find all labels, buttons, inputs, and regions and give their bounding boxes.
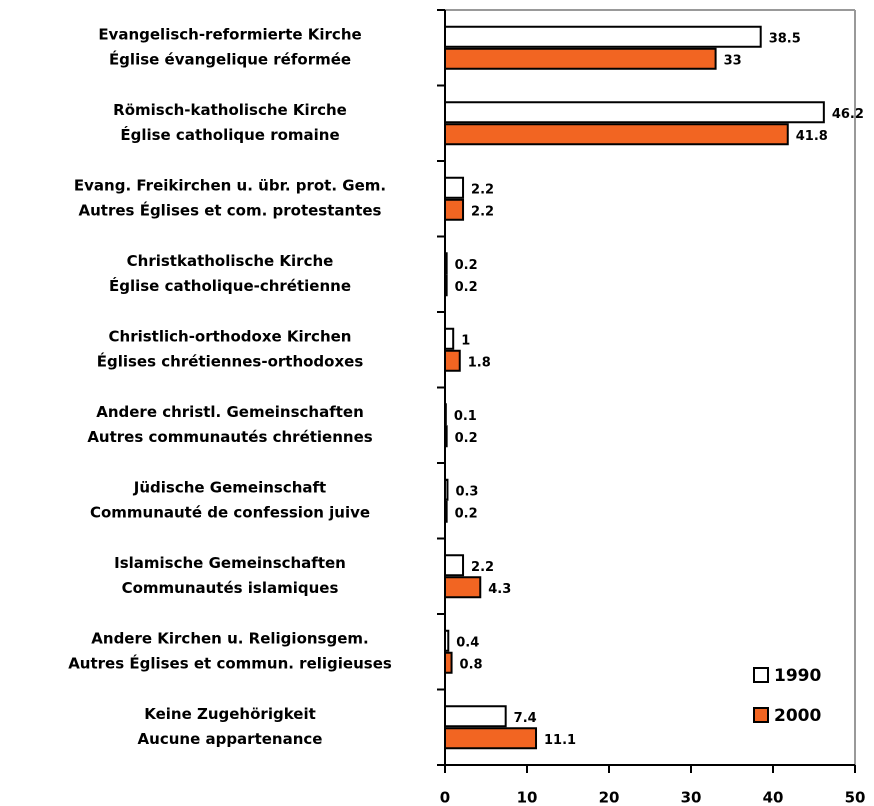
x-tick-label: 20	[599, 789, 620, 806]
category-label-fr: Autres Églises et com. protestantes	[79, 200, 382, 219]
bar	[444, 651, 453, 674]
category-label-de: Jüdische Gemeinschaft	[133, 478, 326, 496]
category-label-de: Christlich-orthodoxe Kirchen	[109, 327, 352, 345]
category-label-fr: Autres communautés chrétiennes	[87, 428, 372, 446]
bar	[444, 554, 465, 577]
value-label: 46.2	[832, 107, 864, 122]
bar	[444, 478, 449, 501]
bar	[444, 727, 538, 750]
bar	[444, 629, 450, 652]
category-label-de: Keine Zugehörigkeit	[144, 705, 316, 723]
value-label: 7.4	[514, 711, 537, 726]
value-label: 0.4	[456, 635, 479, 650]
value-label: 41.8	[796, 129, 828, 144]
value-label: 1	[461, 333, 470, 348]
category-label-fr: Autres Églises et commun. religieuses	[68, 653, 392, 672]
x-tick-label: 0	[440, 789, 450, 806]
value-label: 0.2	[455, 431, 478, 446]
value-label: 1.8	[468, 355, 491, 370]
category-label-fr: Église catholique romaine	[120, 125, 339, 144]
category-label-de: Evang. Freikirchen u. übr. prot. Gem.	[74, 176, 386, 194]
value-label: 2.2	[471, 182, 494, 197]
bar	[444, 47, 717, 70]
bar	[444, 403, 447, 426]
legend-label: 1990	[774, 666, 821, 686]
value-label: 0.3	[455, 484, 478, 499]
value-label: 0.1	[454, 409, 477, 424]
bar	[444, 576, 482, 599]
value-label: 2.2	[471, 204, 494, 219]
x-tick-label: 50	[845, 789, 866, 806]
bar	[444, 123, 789, 146]
category-label-de: Römisch-katholische Kirche	[113, 101, 347, 119]
x-tick-label: 40	[763, 789, 784, 806]
category-label-fr: Église évangelique réformée	[109, 49, 351, 68]
category-label-de: Islamische Gemeinschaften	[114, 554, 346, 572]
bar	[444, 500, 448, 523]
value-label: 4.3	[488, 582, 511, 597]
category-label-fr: Églises chrétiennes-orthodoxes	[97, 351, 364, 370]
legend-swatch	[753, 667, 769, 683]
value-label: 0.2	[455, 280, 478, 295]
bar	[444, 252, 448, 275]
legend-label: 2000	[774, 706, 821, 726]
bar	[444, 198, 465, 221]
category-label-de: Andere Kirchen u. Religionsgem.	[91, 629, 368, 647]
bar	[444, 176, 465, 199]
category-label-de: Evangelisch-reformierte Kirche	[98, 25, 361, 43]
x-tick-label: 30	[681, 789, 702, 806]
bar	[444, 425, 448, 448]
bar	[444, 349, 461, 372]
value-label: 2.2	[471, 560, 494, 575]
legend-swatch	[753, 707, 769, 723]
value-label: 33	[724, 53, 742, 68]
value-label: 0.8	[460, 657, 483, 672]
category-label-fr: Communauté de confession juive	[90, 503, 370, 521]
value-label: 0.2	[455, 258, 478, 273]
category-label-fr: Communautés islamiques	[122, 579, 339, 597]
bar	[444, 101, 825, 124]
bar	[444, 25, 762, 48]
x-tick-label: 10	[517, 789, 538, 806]
category-label-fr: Église catholique-chrétienne	[109, 276, 351, 295]
bar	[444, 327, 455, 350]
value-label: 0.2	[455, 506, 478, 521]
value-label: 38.5	[769, 31, 801, 46]
category-label-de: Christkatholische Kirche	[127, 252, 334, 270]
value-label: 11.1	[544, 733, 576, 748]
category-label-de: Andere christl. Gemeinschaften	[96, 403, 364, 421]
category-label-fr: Aucune appartenance	[138, 730, 323, 748]
bar	[444, 705, 507, 728]
bar	[444, 274, 448, 297]
